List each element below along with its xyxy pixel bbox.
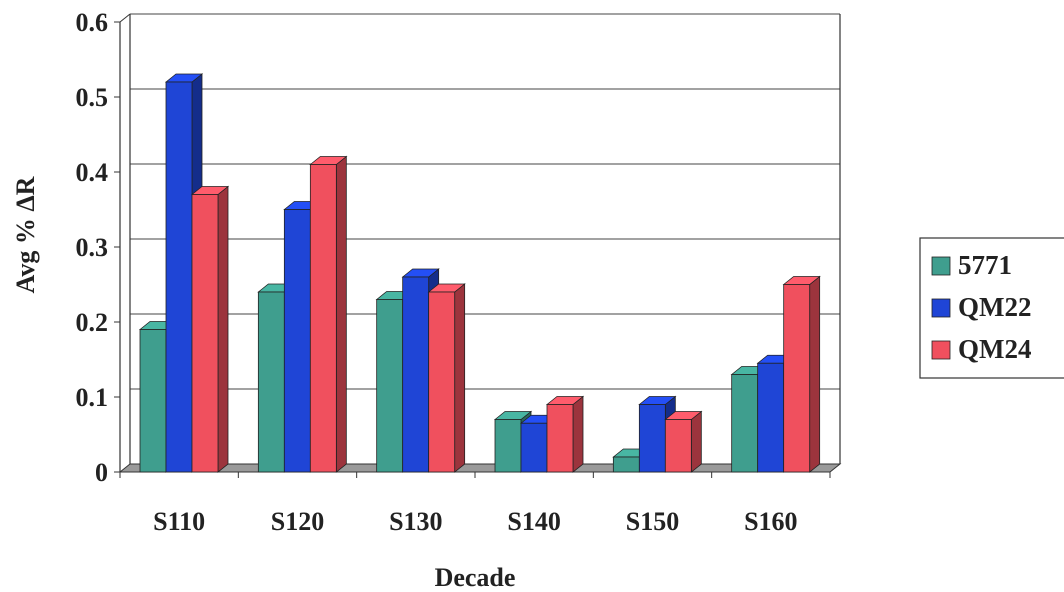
- bar-QM24-S150: [664, 410, 703, 473]
- y-tick-label: 0.6: [76, 8, 109, 37]
- x-axis-title: Decade: [435, 563, 516, 592]
- legend-label-QM24: QM24: [958, 334, 1032, 364]
- x-tick-label: S130: [389, 507, 442, 536]
- gridlines: [130, 13, 840, 465]
- legend-label-QM22: QM22: [958, 292, 1032, 322]
- legend: 5771 QM22 QM24: [919, 237, 1064, 379]
- x-tick-label: S110: [153, 507, 205, 536]
- y-tick-label: 0.4: [76, 158, 109, 187]
- y-axis-title: Avg % ΔR: [11, 176, 40, 293]
- bar-QM24-S110: [190, 185, 230, 473]
- bar-QM24-S120: [309, 155, 348, 473]
- x-tick-label: S160: [744, 507, 797, 536]
- y-tick-label: 0: [95, 458, 108, 487]
- bars: [138, 73, 821, 473]
- x-tick-labels: S110 S120 S130 S140 S150 S160: [119, 472, 831, 536]
- y-tick-label: 0.2: [76, 308, 109, 337]
- legend-swatch-QM22: [931, 298, 951, 318]
- bar-QM24-S140: [545, 395, 585, 473]
- x-tick-label: S150: [626, 507, 679, 536]
- y-tick-label: 0.1: [76, 383, 109, 412]
- y-tick-label: 0.3: [76, 233, 109, 262]
- x-tick-label: S120: [271, 507, 324, 536]
- legend-swatch-5771: [931, 256, 951, 276]
- y-tick-label: 0.5: [76, 83, 109, 112]
- y-tick-labels: 0 0.1 0.2 0.3 0.4 0.5 0.6: [76, 8, 120, 487]
- y-axis-top-connector: [119, 13, 131, 23]
- bar-QM24-S130: [427, 283, 466, 473]
- x-tick-label: S140: [507, 507, 560, 536]
- bar-QM24-S160: [782, 275, 821, 473]
- legend-label-5771: 5771: [958, 250, 1012, 280]
- legend-swatch-QM24: [931, 340, 951, 360]
